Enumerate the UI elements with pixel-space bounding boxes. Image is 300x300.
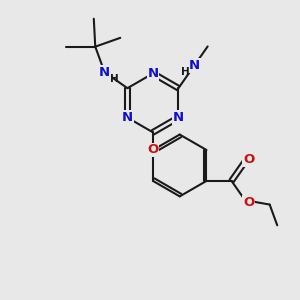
Text: H: H [110, 74, 118, 84]
Text: N: N [147, 67, 158, 80]
Text: O: O [243, 196, 254, 209]
Text: N: N [173, 111, 184, 124]
Text: N: N [122, 111, 133, 124]
Text: N: N [99, 66, 110, 79]
Text: H: H [181, 67, 190, 77]
Text: O: O [243, 153, 254, 166]
Text: N: N [189, 59, 200, 72]
Text: O: O [147, 143, 159, 157]
